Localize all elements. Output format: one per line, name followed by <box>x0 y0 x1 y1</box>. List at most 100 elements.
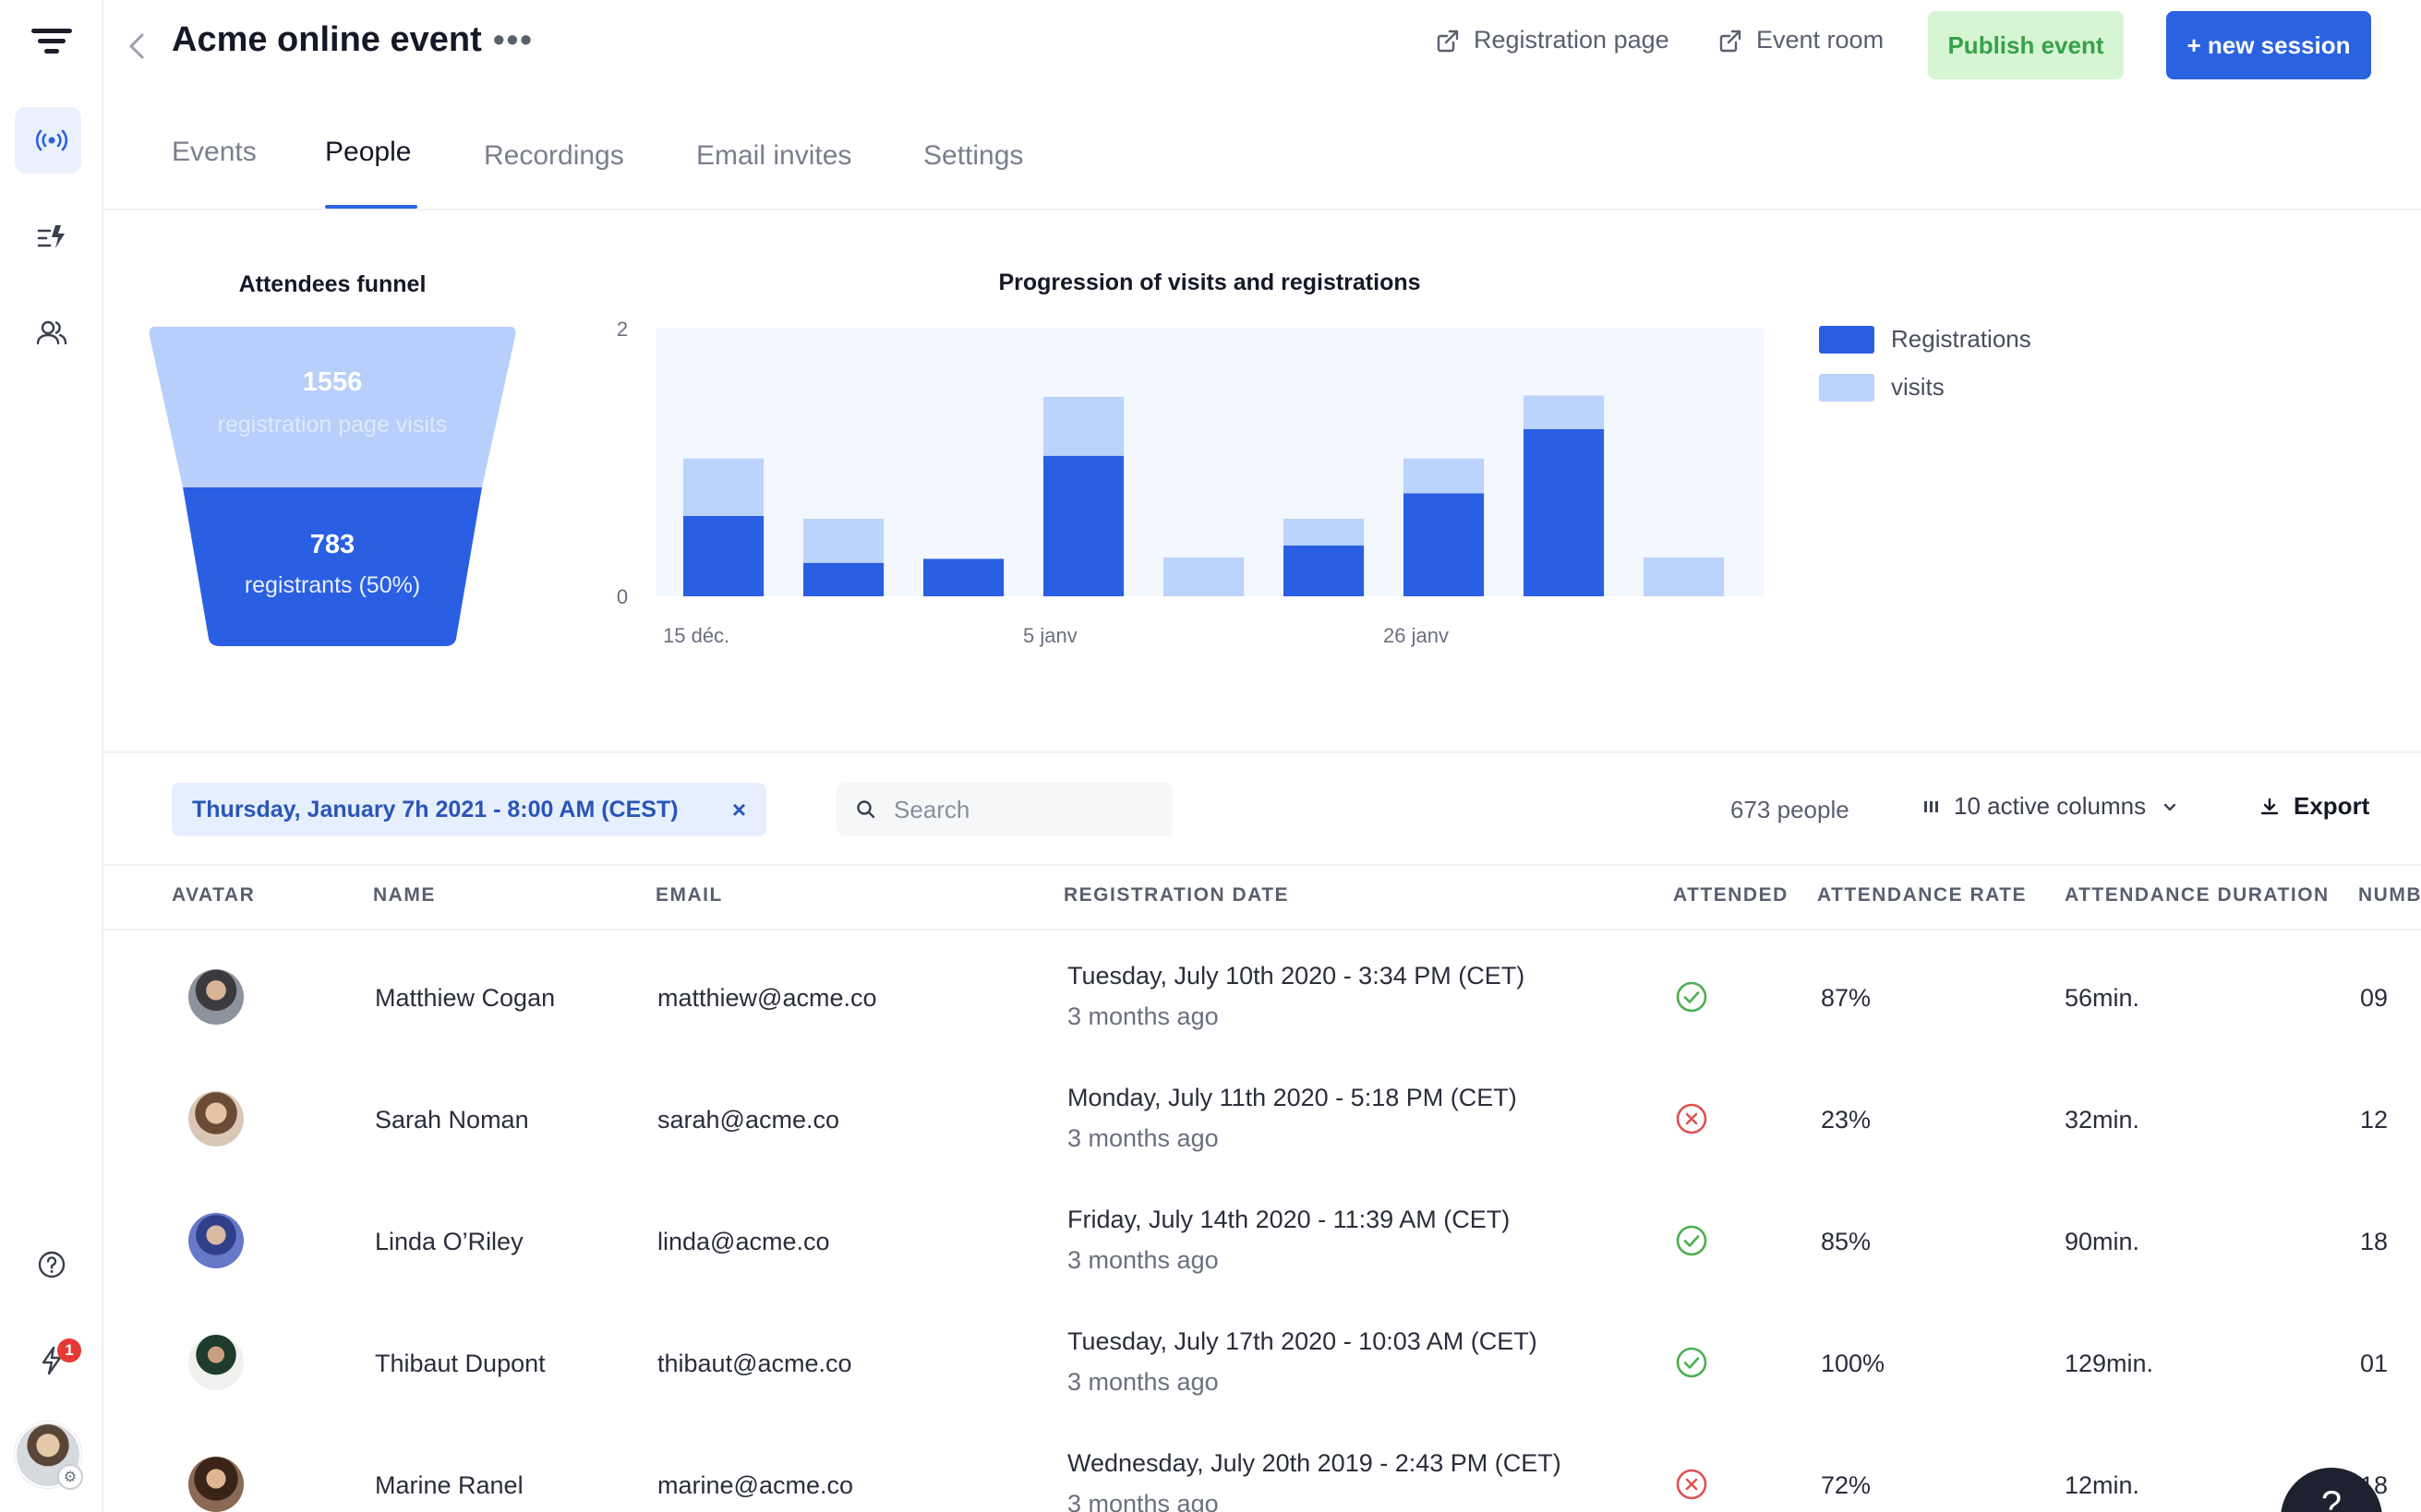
row-registration-relative: 3 months ago <box>1067 1246 1219 1274</box>
filter-icon[interactable] <box>0 20 103 66</box>
tab-settings[interactable]: Settings <box>923 140 1024 171</box>
more-options-button[interactable]: ••• <box>493 20 534 58</box>
back-chevron-icon[interactable] <box>126 28 150 69</box>
new-session-button[interactable]: + new session <box>2166 11 2371 79</box>
bar-registrations <box>1403 493 1485 596</box>
row-attendance-rate: 23% <box>1821 1106 1872 1134</box>
x-tick-label: 15 déc. <box>663 624 729 647</box>
chart-title: Progression of visits and registrations <box>998 270 1421 295</box>
row-registration-relative: 3 months ago <box>1067 1490 1219 1512</box>
column-header-attendance-duration[interactable]: ATTENDANCE DURATION <box>2065 884 2330 906</box>
check-circle-icon <box>1675 980 1708 1020</box>
external-link-icon <box>1719 30 1741 52</box>
row-attendance-rate: 87% <box>1821 984 1872 1012</box>
table-row[interactable]: Thibaut Dupont thibaut@acme.co Tuesday, … <box>103 1302 2421 1423</box>
external-link-icon <box>1437 30 1459 52</box>
row-attendance-duration: 12min. <box>2065 1471 2140 1499</box>
column-header-number[interactable]: NUMB <box>2358 884 2421 906</box>
legend-item-visits: visits <box>1819 373 1945 402</box>
x-circle-icon <box>1675 1468 1708 1507</box>
row-attendance-rate: 100% <box>1821 1350 1885 1377</box>
close-icon[interactable]: × <box>731 795 746 823</box>
column-header-email[interactable]: EMAIL <box>656 884 723 906</box>
date-filter-chip[interactable]: Thursday, January 7h 2021 - 8:00 AM (CES… <box>172 783 766 836</box>
tab-events[interactable]: Events <box>172 137 257 167</box>
registration-page-link[interactable]: Registration page <box>1435 26 1669 54</box>
row-attendance-duration: 90min. <box>2065 1228 2140 1255</box>
export-label: Export <box>2294 792 2370 820</box>
download-icon <box>2260 798 2279 814</box>
export-button[interactable]: Export <box>2258 792 2369 821</box>
bar-registrations <box>683 516 765 596</box>
row-attendance-duration: 32min. <box>2065 1106 2140 1134</box>
avatar <box>188 1213 244 1268</box>
row-registration-relative: 3 months ago <box>1067 1368 1219 1396</box>
legend-item-registrations: Registrations <box>1819 325 2031 354</box>
broadcast-icon[interactable] <box>0 118 103 162</box>
table-row[interactable]: Matthiew Cogan matthiew@acme.co Tuesday,… <box>103 936 2421 1058</box>
active-columns-label: 10 active columns <box>1954 792 2147 820</box>
row-registration-relative: 3 months ago <box>1067 1124 1219 1152</box>
row-name: Linda O’Riley <box>375 1228 524 1255</box>
bar-visits <box>1163 557 1245 596</box>
bar-registrations <box>1043 455 1125 596</box>
user-avatar[interactable]: ⚙ <box>15 1422 83 1490</box>
publish-event-button[interactable]: Publish event <box>1928 11 2124 79</box>
users-icon[interactable] <box>0 310 103 354</box>
funnel-registrants-value: 783 <box>309 530 355 559</box>
attendees-funnel: 1556 registration page visits 783 regist… <box>148 327 517 648</box>
column-header-attended[interactable]: ATTENDED <box>1673 884 1789 906</box>
lightning-list-icon[interactable] <box>0 214 103 258</box>
x-circle-icon <box>1675 1102 1708 1142</box>
row-email: matthiew@acme.co <box>657 984 877 1012</box>
row-registration-date: Monday, July 11th 2020 - 5:18 PM (CET) <box>1067 1084 1517 1111</box>
y-tick-label: 2 <box>617 318 628 341</box>
check-circle-icon <box>1675 1224 1708 1264</box>
event-room-link[interactable]: Event room <box>1717 26 1884 54</box>
event-room-label: Event room <box>1756 26 1885 54</box>
avatar <box>188 1335 244 1390</box>
columns-icon <box>1924 800 1938 812</box>
lightning-icon[interactable] <box>0 1338 103 1383</box>
sidebar-rail: 1 ⚙ <box>0 0 103 1512</box>
table-row[interactable]: Sarah Noman sarah@acme.co Monday, July 1… <box>103 1058 2421 1180</box>
legend-label: visits <box>1891 373 1945 401</box>
column-header-name[interactable]: NAME <box>373 884 436 906</box>
page-title: Acme online event <box>172 20 482 59</box>
x-tick-label: 5 janv <box>1023 624 1078 647</box>
search-input[interactable] <box>894 795 1152 824</box>
funnel-registrants-segment <box>183 487 482 646</box>
row-attendance-rate: 85% <box>1821 1228 1872 1255</box>
bar-registrations <box>1524 428 1605 596</box>
chevron-down-icon <box>2163 803 2176 810</box>
active-columns-dropdown[interactable]: 10 active columns <box>1922 792 2179 821</box>
funnel-visits-value: 1556 <box>302 367 363 397</box>
table-row[interactable]: Marine Ranel marine@acme.co Wednesday, J… <box>103 1423 2421 1512</box>
active-tab-indicator <box>325 205 417 209</box>
tab-email-invites[interactable]: Email invites <box>696 140 852 171</box>
active-nav-highlight <box>15 107 81 174</box>
y-tick-label: 0 <box>617 585 628 608</box>
funnel-visits-segment <box>149 327 516 487</box>
row-name: Sarah Noman <box>375 1106 529 1134</box>
tab-recordings[interactable]: Recordings <box>484 140 624 171</box>
row-registration-date: Tuesday, July 17th 2020 - 10:03 AM (CET) <box>1067 1327 1537 1355</box>
row-registration-date: Tuesday, July 10th 2020 - 3:34 PM (CET) <box>1067 962 1525 990</box>
bar-registrations <box>923 558 1005 596</box>
help-icon[interactable] <box>0 1242 103 1287</box>
tab-people[interactable]: People <box>325 137 412 167</box>
column-header-avatar[interactable]: AVATAR <box>172 884 256 906</box>
search-box[interactable] <box>837 783 1173 836</box>
column-header-registration-date[interactable]: REGISTRATION DATE <box>1064 884 1290 906</box>
notification-badge: 1 <box>57 1338 81 1362</box>
table-row[interactable]: Linda O’Riley linda@acme.co Friday, July… <box>103 1180 2421 1302</box>
row-email: marine@acme.co <box>657 1471 853 1499</box>
legend-swatch <box>1819 373 1874 402</box>
column-header-attendance-rate[interactable]: ATTENDANCE RATE <box>1817 884 2028 906</box>
settings-gear-icon[interactable]: ⚙ <box>57 1464 83 1490</box>
row-attendance-rate: 72% <box>1821 1471 1872 1499</box>
row-email: thibaut@acme.co <box>657 1350 852 1377</box>
row-email: sarah@acme.co <box>657 1106 839 1134</box>
funnel-visits-label: registration page visits <box>217 412 448 438</box>
